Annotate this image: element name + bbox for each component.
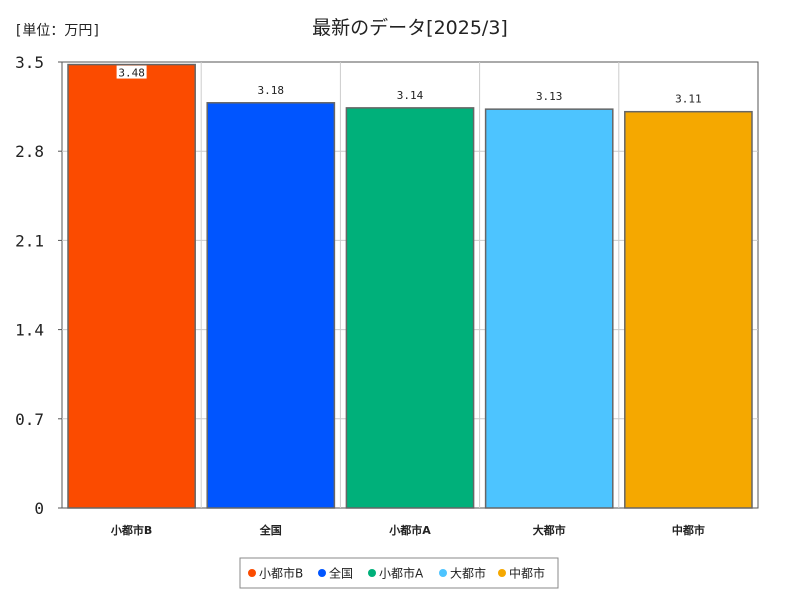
x-tick-label: 小都市B: [110, 523, 152, 537]
data-label: 3.13: [536, 90, 563, 103]
y-tick-label: 2.1: [15, 231, 44, 250]
x-tick-label: 全国: [259, 523, 282, 537]
x-tick-label: 中都市: [672, 523, 705, 537]
data-label: 3.48: [118, 67, 145, 80]
x-axis: 小都市B 全国 小都市A 大都市 中都市: [110, 523, 705, 537]
y-tick-label: 3.5: [15, 53, 44, 72]
y-tick-label: 1.4: [15, 321, 44, 340]
bar: [624, 110, 753, 509]
bar: [345, 107, 475, 509]
legend-entry: 小都市A: [379, 566, 424, 581]
y-axis: 0 0.7 1.4 2.1 2.8 3.5: [15, 53, 62, 518]
data-label-box: [116, 65, 147, 79]
legend-marker: [498, 569, 506, 577]
bars: [67, 63, 753, 509]
legend-marker: [318, 569, 326, 577]
data-label: 3.14: [397, 89, 424, 102]
x-tick-label: 小都市A: [388, 523, 431, 537]
legend-entry: 中都市: [509, 566, 545, 581]
legend-marker: [368, 569, 376, 577]
legend-marker: [248, 569, 256, 577]
x-tick-label: 大都市: [533, 523, 566, 537]
y-tick-label: 2.8: [15, 142, 44, 161]
legend: 小都市B 全国 小都市A 大都市 中都市: [239, 557, 559, 589]
chart-title: 最新のデータ[2025/3]: [312, 17, 508, 39]
y-tick-label: 0: [34, 499, 44, 518]
bar: [67, 63, 196, 509]
legend-entry: 大都市: [450, 566, 486, 581]
data-label: 3.18: [258, 84, 285, 97]
data-labels: 3.48 3.18 3.14 3.13 3.11: [116, 65, 702, 106]
bar: [206, 102, 336, 509]
data-label: 3.11: [675, 93, 702, 106]
unit-label: [単位：万円]: [14, 23, 101, 39]
y-tick-label: 0.7: [15, 410, 44, 429]
legend-entry: 全国: [329, 566, 353, 581]
legend-entry: 小都市B: [259, 566, 303, 581]
legend-marker: [439, 569, 447, 577]
bar: [484, 108, 614, 509]
